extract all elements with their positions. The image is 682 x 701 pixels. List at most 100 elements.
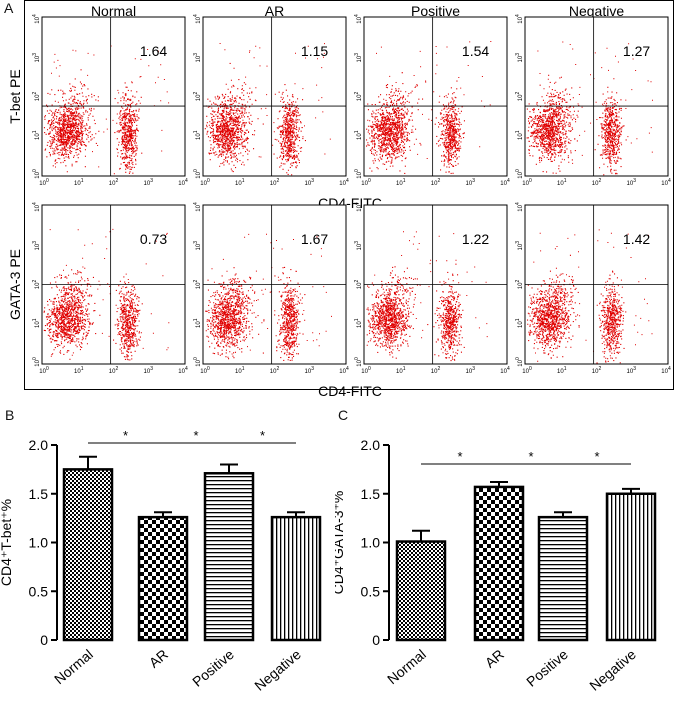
- y-tick-label: 101: [193, 130, 202, 140]
- y-axis-label: CD4⁺T-bet⁺%: [0, 499, 14, 586]
- y-tick-label: 101: [515, 318, 524, 328]
- x-tick-label: 100: [361, 366, 371, 375]
- y-tick-label: 103: [515, 53, 524, 63]
- x-tick-label: 102: [431, 366, 441, 375]
- y-tick-label: 104: [354, 202, 363, 212]
- y-tick-group: 102: [193, 92, 202, 102]
- y-tick-group: 102: [193, 280, 202, 290]
- y-tick-group: 102: [32, 280, 41, 290]
- y-tick-label: 101: [354, 130, 363, 140]
- x-tick-label: 104: [178, 366, 188, 375]
- bar-positive: [537, 515, 589, 642]
- x-tick-label: 102: [431, 178, 441, 187]
- y-tick-group: 103: [32, 53, 41, 63]
- significance-star: *: [594, 449, 599, 464]
- x-tick-label: 101: [74, 366, 84, 375]
- quadrant-value: 1.22: [462, 231, 489, 247]
- scatter-plot: 1.67 100 101 102 103 104 100 101 102 103 104: [193, 202, 349, 375]
- y-tick-label: 100: [354, 357, 363, 367]
- x-tick-label: 103: [144, 178, 154, 187]
- scatter-plot: 1.64 100 101 102 103 104 100 101 102 103 104: [32, 14, 188, 187]
- condition-label: AR: [265, 3, 284, 19]
- condition-label: Negative: [569, 3, 624, 19]
- significance-star: *: [193, 428, 198, 443]
- y-tick-group: 102: [354, 92, 363, 102]
- plot-frame: [41, 16, 186, 177]
- scatter-dots: [43, 228, 170, 361]
- y-tick-label: 1.0: [361, 535, 381, 551]
- x-tick-label: 103: [627, 366, 637, 375]
- y-tick-group: 101: [354, 318, 363, 328]
- scatter-dots: [526, 41, 653, 176]
- y-tick-label: 100: [32, 357, 41, 367]
- scatter-dots: [527, 229, 653, 364]
- y-tick-group: 101: [515, 130, 524, 140]
- scatter-plot: 1.27 100 101 102 103 104 100 101 102 103 104: [515, 14, 671, 187]
- y-tick-group: 102: [32, 92, 41, 102]
- x-tick-label: 100: [361, 178, 371, 187]
- y-tick-label: 100: [193, 169, 202, 179]
- y-tick-label: 104: [32, 202, 41, 212]
- x-tick-label: 103: [305, 366, 315, 375]
- quadrant-value: 1.64: [140, 43, 167, 59]
- x-tick-label: 102: [109, 366, 119, 375]
- x-tick-label: 102: [592, 178, 602, 187]
- y-tick-group: 103: [515, 53, 524, 63]
- x-tick-label: Negative: [251, 646, 304, 694]
- x-tick-label: 104: [339, 178, 349, 187]
- y-tick-label: 103: [32, 53, 41, 63]
- flow-cytometry-panel: Normal AR Positive Negative 1.64 100 101 102 103…: [7, 3, 671, 399]
- y-tick-group: 100: [32, 357, 41, 367]
- y-tick-label: 100: [515, 169, 524, 179]
- row-ylabel: GATA-3 PE: [7, 249, 23, 320]
- bar-chart-tbet: 0 0.5 1.0 1.5 2.0 CD4⁺T-bet⁺% Normal AR Positive…: [0, 428, 322, 694]
- y-tick-group: 104: [32, 202, 41, 212]
- scatter-plot: 0.73 100 101 102 103 104 100 101 102 103 104: [32, 202, 188, 375]
- y-tick-label: 1.5: [29, 486, 49, 502]
- y-tick-label: 0.5: [361, 583, 381, 599]
- x-tick-label: Negative: [586, 646, 639, 694]
- y-tick-group: 102: [354, 280, 363, 290]
- x-tick-label: 104: [339, 366, 349, 375]
- y-tick-group: 100: [193, 169, 202, 179]
- x-tick-label: AR: [146, 646, 171, 671]
- y-tick-label: 102: [32, 92, 41, 102]
- y-tick-group: 104: [354, 202, 363, 212]
- condition-label: Positive: [411, 3, 460, 19]
- y-tick-label: 104: [193, 202, 202, 212]
- bar-chart-gata3: 0 0.5 1.0 1.5 2.0 CD4⁺GATA-3⁺% Normal AR Positiv…: [335, 437, 657, 694]
- quadrant-value: 1.54: [462, 43, 489, 59]
- x-tick-label: 100: [522, 366, 532, 375]
- y-tick-group: 104: [193, 202, 202, 212]
- y-tick-label: 102: [193, 280, 202, 290]
- y-tick-label: 103: [32, 241, 41, 251]
- x-tick-label: 101: [557, 366, 567, 375]
- condition-label: Normal: [91, 3, 136, 19]
- y-tick-label: 100: [32, 169, 41, 179]
- scatter-plot: 1.22 100 101 102 103 104 100 101 102 103 104: [354, 202, 510, 375]
- flow-row: 1.64 100 101 102 103 104 100 101 102 103 104 1.15 10…: [7, 14, 671, 211]
- bar-normal: [62, 468, 114, 642]
- x-tick-label: Positive: [523, 646, 571, 690]
- bar-negative: [605, 492, 657, 642]
- y-tick-group: 101: [32, 318, 41, 328]
- x-tick-label: 100: [200, 178, 210, 187]
- y-tick-label: 103: [515, 241, 524, 251]
- y-tick-group: 100: [354, 357, 363, 367]
- y-tick-label: 101: [32, 318, 41, 328]
- y-tick-group: 104: [32, 14, 41, 24]
- x-tick-label: 100: [522, 178, 532, 187]
- y-tick-label: 104: [193, 14, 202, 24]
- y-tick-label: 100: [515, 357, 524, 367]
- significance-star: *: [528, 449, 533, 464]
- x-tick-label: 101: [396, 178, 406, 187]
- scatter-dots: [43, 45, 170, 175]
- y-tick-label: 102: [515, 280, 524, 290]
- x-tick-label: 104: [500, 366, 510, 375]
- y-tick-group: 104: [354, 14, 363, 24]
- quadrant-value: 1.27: [623, 43, 650, 59]
- x-tick-label: 103: [305, 178, 315, 187]
- y-tick-group: 102: [515, 92, 524, 102]
- quadrant-value: 1.15: [301, 43, 328, 59]
- scatter-plot: 1.15 100 101 102 103 104 100 101 102 103 104: [193, 14, 349, 187]
